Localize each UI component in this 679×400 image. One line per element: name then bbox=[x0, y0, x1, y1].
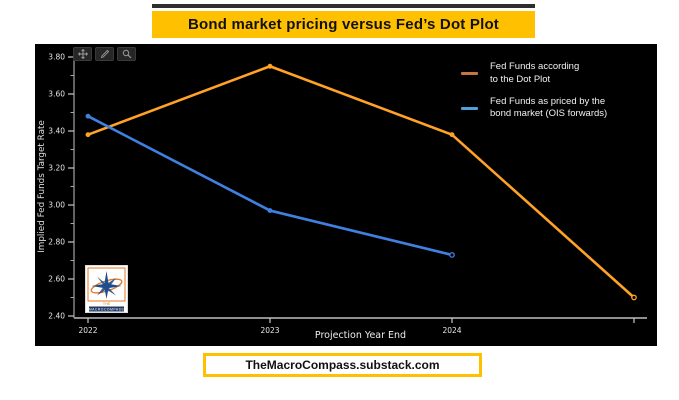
annotate-button[interactable] bbox=[95, 47, 114, 61]
legend-item-dot-plot: Fed Funds according to the Dot Plot bbox=[461, 61, 607, 87]
title-banner-top-edge bbox=[152, 4, 535, 8]
series-point-marker bbox=[267, 208, 273, 213]
chart-area: 2.40 2.60 2.80 3.00 3.20 3.40 3.60 3.80 2022 2023… bbox=[35, 44, 657, 346]
y-tick-label: 2.80 bbox=[48, 238, 65, 247]
legend-label-line1: Fed Funds according bbox=[490, 61, 580, 72]
chart-toolbar bbox=[73, 47, 136, 61]
page-title: Bond market pricing versus Fed’s Dot Plo… bbox=[187, 16, 500, 33]
macrocompass-logo: THE MACROCOMPASS bbox=[85, 265, 128, 313]
legend-label: Fed Funds according to the Dot Plot bbox=[490, 61, 579, 87]
y-tick-label: 2.60 bbox=[48, 275, 65, 284]
series-point-marker bbox=[85, 113, 91, 119]
pencil-icon bbox=[100, 49, 109, 59]
x-axis-title: Projection Year End bbox=[315, 330, 406, 341]
logo-word-the: THE bbox=[103, 302, 111, 306]
y-tick-label: 3.00 bbox=[48, 201, 65, 210]
logo-word-macrocompass: MACROCOMPASS bbox=[89, 307, 125, 311]
series-point-marker bbox=[85, 132, 91, 138]
compass-star bbox=[90, 271, 123, 299]
y-tick-label: 3.40 bbox=[48, 127, 65, 136]
legend-label-line1: Fed Funds as priced by the bbox=[490, 95, 606, 107]
y-tick-label: 2.40 bbox=[48, 312, 65, 321]
title-banner: Bond market pricing versus Fed’s Dot Plo… bbox=[152, 11, 535, 38]
zoom-button[interactable] bbox=[117, 47, 136, 61]
series-end-marker bbox=[631, 294, 637, 301]
y-axis-title: Implied Fed Funds Target Rate bbox=[37, 120, 47, 253]
legend-label-line2: bond market (OIS forwards) bbox=[490, 108, 608, 120]
y-tick-label: 3.60 bbox=[48, 90, 65, 99]
x-tick-label: 2023 bbox=[260, 326, 279, 335]
y-tick-label: 3.20 bbox=[48, 164, 65, 173]
magnifier-icon bbox=[122, 49, 131, 59]
legend-label: Fed Funds as priced by the bond market (… bbox=[490, 96, 607, 122]
series-line bbox=[86, 64, 636, 299]
legend-line-swatch-orange bbox=[461, 72, 478, 76]
chart-svg: 2.40 2.60 2.80 3.00 3.20 3.40 3.60 3.80 2022 2023… bbox=[37, 50, 647, 341]
x-tick-label: 2024 bbox=[442, 326, 461, 335]
x-tick-label: 2022 bbox=[78, 326, 97, 335]
chart-legend: Fed Funds according to the Dot Plot Fed … bbox=[461, 61, 607, 121]
legend-item-ois: Fed Funds as priced by the bond market (… bbox=[461, 96, 607, 122]
move-icon bbox=[77, 49, 88, 59]
series-point-marker bbox=[267, 63, 273, 69]
legend-label-line2: to the Dot Plot bbox=[490, 73, 551, 85]
legend-line-swatch-blue bbox=[461, 106, 478, 110]
pan-button[interactable] bbox=[73, 47, 92, 61]
compass-logo-icon: THE MACROCOMPASS bbox=[85, 265, 128, 313]
series-line bbox=[86, 114, 454, 257]
footer-url: TheMacroCompass.substack.com bbox=[245, 358, 440, 372]
series-point-marker bbox=[449, 132, 455, 138]
y-tick-label: 3.80 bbox=[48, 53, 65, 62]
series-end-marker bbox=[449, 252, 455, 258]
footer-banner: TheMacroCompass.substack.com bbox=[203, 353, 482, 377]
